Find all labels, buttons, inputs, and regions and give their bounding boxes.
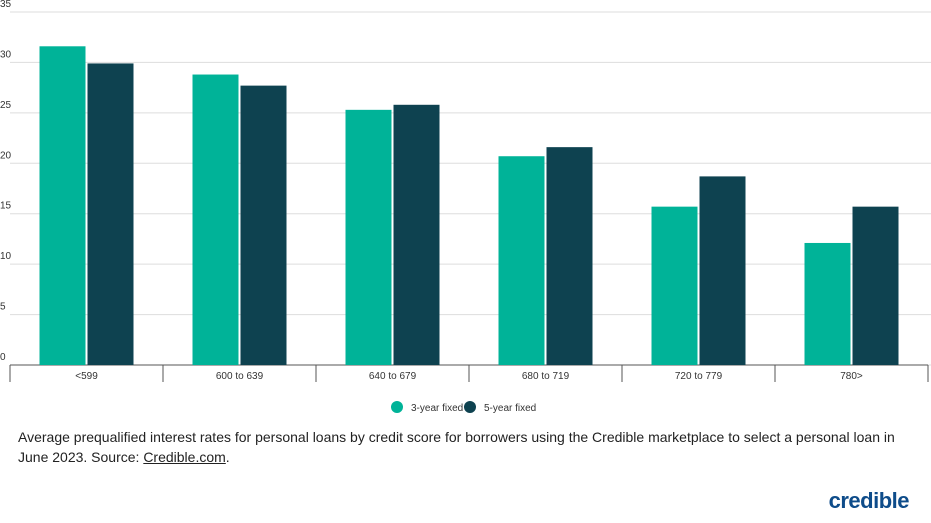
bar	[498, 156, 545, 365]
x-tick-label: 640 to 679	[369, 371, 417, 382]
legend-swatch	[391, 401, 403, 413]
bar	[240, 85, 287, 365]
caption-end: .	[225, 449, 230, 465]
bar	[192, 74, 239, 365]
x-tick-label: 780>	[840, 371, 863, 382]
y-tick-label: 20	[0, 150, 12, 161]
bar	[852, 206, 899, 365]
y-tick-label: 35	[0, 0, 12, 10]
legend-label: 5-year fixed	[484, 403, 536, 414]
x-tick-label: 600 to 639	[216, 371, 264, 382]
bar	[651, 206, 698, 365]
x-tick-label: <599	[75, 371, 98, 382]
bar	[87, 63, 134, 366]
bar	[345, 109, 392, 366]
x-tick-label: 680 to 719	[522, 371, 570, 382]
bar	[804, 242, 851, 365]
y-tick-label: 5	[0, 302, 6, 313]
y-tick-label: 10	[0, 251, 12, 262]
x-tick-label: 720 to 779	[675, 371, 723, 382]
bar	[39, 46, 86, 365]
bar	[546, 147, 593, 365]
legend-swatch	[464, 401, 476, 413]
logo: credible	[828, 488, 910, 513]
bar	[699, 176, 746, 365]
y-tick-label: 25	[0, 100, 12, 111]
source-link[interactable]: Credible.com	[143, 449, 226, 465]
y-tick-label: 30	[0, 49, 12, 60]
bar	[393, 104, 440, 365]
y-tick-label: 15	[0, 201, 12, 212]
chart: 0 5 10 15 20 25 30 35 <599 600 to 639 640 to 679 68…	[0, 0, 931, 414]
caption-text: Average prequalified interest rates for …	[18, 429, 895, 465]
legend-label: 3-year fixed	[411, 403, 463, 414]
caption: Average prequalified interest rates for …	[18, 427, 918, 467]
y-tick-label: 0	[0, 352, 6, 363]
